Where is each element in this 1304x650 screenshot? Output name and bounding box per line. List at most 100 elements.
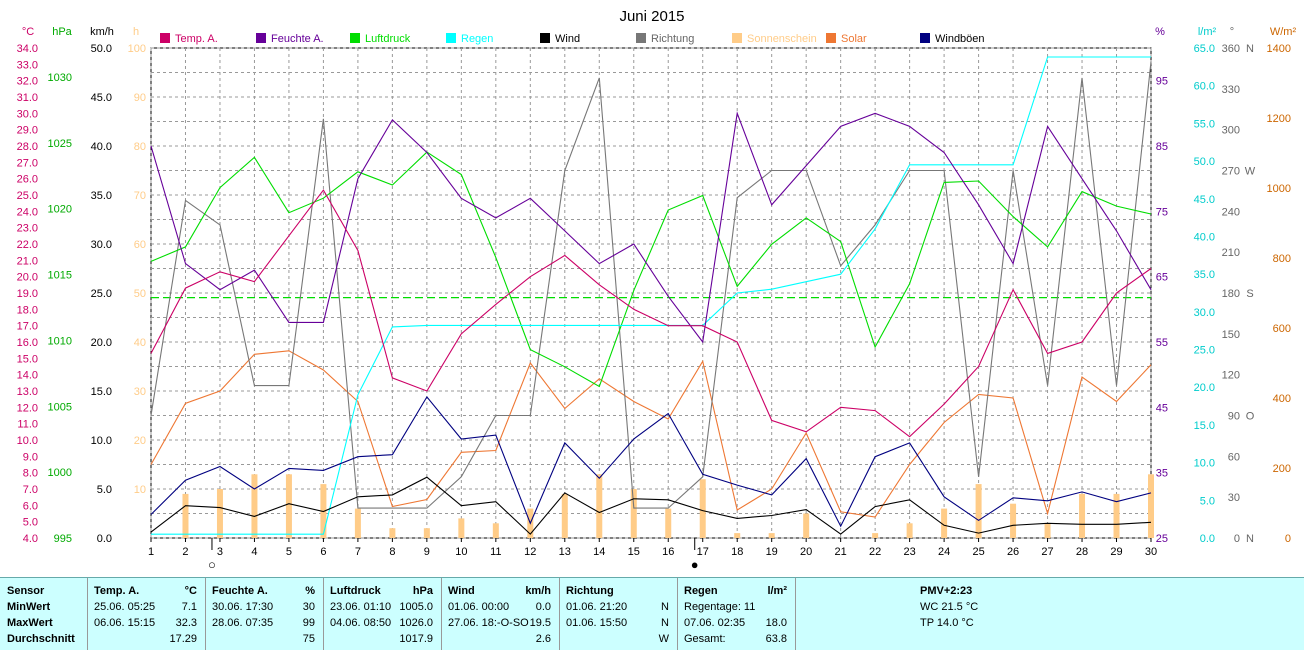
axis-tick-label: 26.0: [17, 174, 38, 186]
axis-tick-label: 180: [1222, 288, 1240, 300]
stats-pressure-min-value: 1005.0: [399, 601, 433, 613]
axis-tick-label: 15.0: [17, 353, 38, 365]
x-tick-label: 5: [286, 546, 292, 558]
stats-wind-max-value: 19.5: [529, 617, 551, 629]
x-tick-label: 1: [148, 546, 154, 558]
sunshine-bar: [768, 533, 775, 538]
axis-tick-label: 45: [1156, 402, 1168, 414]
moon-phase-icon: ○: [208, 557, 216, 572]
axis-tick-label: 70: [134, 190, 146, 202]
x-tick-label: 15: [628, 546, 640, 558]
x-tick-label: 4: [251, 546, 257, 558]
x-tick-label: 19: [766, 546, 778, 558]
stats-rain-max-time: 07.06. 02:35: [684, 617, 746, 629]
stats-direction-min-value: N: [661, 601, 669, 613]
axis-tick-label: 210: [1222, 247, 1240, 259]
axis-tick-label: 23.0: [17, 223, 38, 235]
x-tick-label: 17: [697, 546, 709, 558]
stats-humidity-title: Feuchte A.: [212, 585, 268, 597]
x-tick-label: 29: [1110, 546, 1122, 558]
sunshine-bar: [803, 513, 810, 538]
axis-tick-label: 27.0: [17, 157, 38, 169]
axis-tick-label: 16.0: [17, 337, 38, 349]
series-line-regen: [151, 56, 1151, 535]
axis-tick-label: 15.0: [1194, 420, 1215, 432]
sunshine-bar: [561, 493, 568, 538]
x-tick-label: 7: [355, 546, 361, 558]
stats-wind-min-time: 01.06. 00:00: [448, 601, 510, 613]
stats-humidity-min-value: 30: [302, 601, 315, 613]
stats-wind-min-value: 0.0: [535, 601, 551, 613]
stats-rain-column: Regen l/m² Regentage: 11 07.06. 02:35 18…: [678, 578, 796, 650]
axis-tick-label: 1000: [48, 467, 72, 479]
axis-tick-label: 25.0: [91, 288, 112, 300]
legend-label: Sonnenschein: [747, 33, 817, 45]
axis-tick-label: 25.0: [17, 190, 38, 202]
legend-swatch: [160, 33, 170, 43]
axis-unit-label: l/m²: [1198, 26, 1217, 38]
legend-swatch: [636, 33, 646, 43]
x-tick-label: 11: [490, 546, 501, 558]
axis-tick-label: 55.0: [1194, 118, 1215, 130]
axis-tick-label: 22.0: [17, 239, 38, 251]
weather-chart: Juni 2015 Temp. A. Feuchte A. Luftdruck Reg…: [17, 8, 1297, 572]
stats-sensor-column: Sensor MinWert MaxWert Durchschnitt: [0, 578, 88, 650]
x-tick-label: 14: [593, 546, 605, 558]
legend-label: Wind: [555, 33, 580, 45]
axis-tick-label: 30.0: [17, 108, 38, 120]
axis-tick-label: 10.0: [91, 435, 112, 447]
axis-tick-label: 1000: [1267, 183, 1291, 195]
axis-unit-label: h: [133, 26, 139, 38]
series-line-windböen: [150, 395, 1152, 528]
x-tick-label: 16: [662, 546, 674, 558]
statistics-panel: Sensor MinWert MaxWert Durchschnitt Temp…: [0, 577, 1304, 650]
axis-tick-label: 995: [54, 533, 72, 545]
stats-wind-column: Wind km/h 01.06. 00:00 0.0 27.06. 18:-O-…: [442, 578, 560, 650]
axis-tick-label: 10.0: [1194, 458, 1215, 470]
axis-tick-label: 28.0: [17, 141, 38, 153]
axis-unit-label: km/h: [90, 26, 114, 38]
stats-pressure-min-time: 23.06. 01:10: [330, 601, 392, 613]
stats-pressure-avg: 1017.9: [399, 633, 433, 645]
legend-swatch: [920, 33, 930, 43]
axis-tick-label: 60.0: [1194, 81, 1215, 93]
axis-tick-label: 30.0: [91, 239, 112, 251]
axis-unit-label: W/m²: [1270, 26, 1297, 38]
axis-tick-label: 33.0: [17, 59, 38, 71]
series-line-luftdruck: [150, 151, 1152, 388]
axis-tick-label: 1200: [1267, 113, 1291, 125]
x-tick-label: 2: [182, 546, 188, 558]
axis-tick-label: 4.0: [23, 533, 38, 545]
axis-tick-label: 65: [1156, 272, 1168, 284]
axis-tick-label: 5.0: [23, 517, 38, 529]
x-tick-label: 8: [389, 546, 395, 558]
axis-tick-label: 1400: [1267, 43, 1291, 55]
stats-humidity-max-time: 28.06. 07:35: [212, 617, 274, 629]
axis-tick-label: 18.0: [17, 304, 38, 316]
stats-wind-title: Wind: [448, 585, 475, 597]
legend-label: Feuchte A.: [271, 33, 324, 45]
compass-direction-label: N: [1246, 533, 1254, 545]
sunshine-bar: [941, 508, 948, 538]
x-tick-label: 30: [1145, 546, 1157, 558]
axis-tick-label: 60: [1228, 451, 1240, 463]
axis-tick-label: 20.0: [17, 272, 38, 284]
axis-tick-label: 75: [1156, 206, 1168, 218]
axis-tick-label: 29.0: [17, 125, 38, 137]
stats-temp-min-value: 7.1: [181, 601, 197, 613]
x-tick-label: 23: [903, 546, 915, 558]
stats-humidity-unit: %: [305, 585, 315, 597]
legend-swatch: [826, 33, 836, 43]
axis-tick-label: 25: [1156, 533, 1168, 545]
sunshine-bar: [354, 508, 361, 538]
axis-tick-label: 30.0: [1194, 307, 1215, 319]
sunshine-bar: [665, 508, 672, 538]
axis-tick-label: 10.0: [17, 435, 38, 447]
axis-tick-label: 5.0: [1200, 495, 1215, 507]
axis-tick-label: 0: [1234, 533, 1240, 545]
legend-label: Windböen: [935, 33, 985, 45]
legend-swatch: [540, 33, 550, 43]
axis-tick-label: 17.0: [17, 321, 38, 333]
axis-tick-label: 1025: [48, 138, 72, 150]
axis-tick-label: 35: [1156, 468, 1168, 480]
